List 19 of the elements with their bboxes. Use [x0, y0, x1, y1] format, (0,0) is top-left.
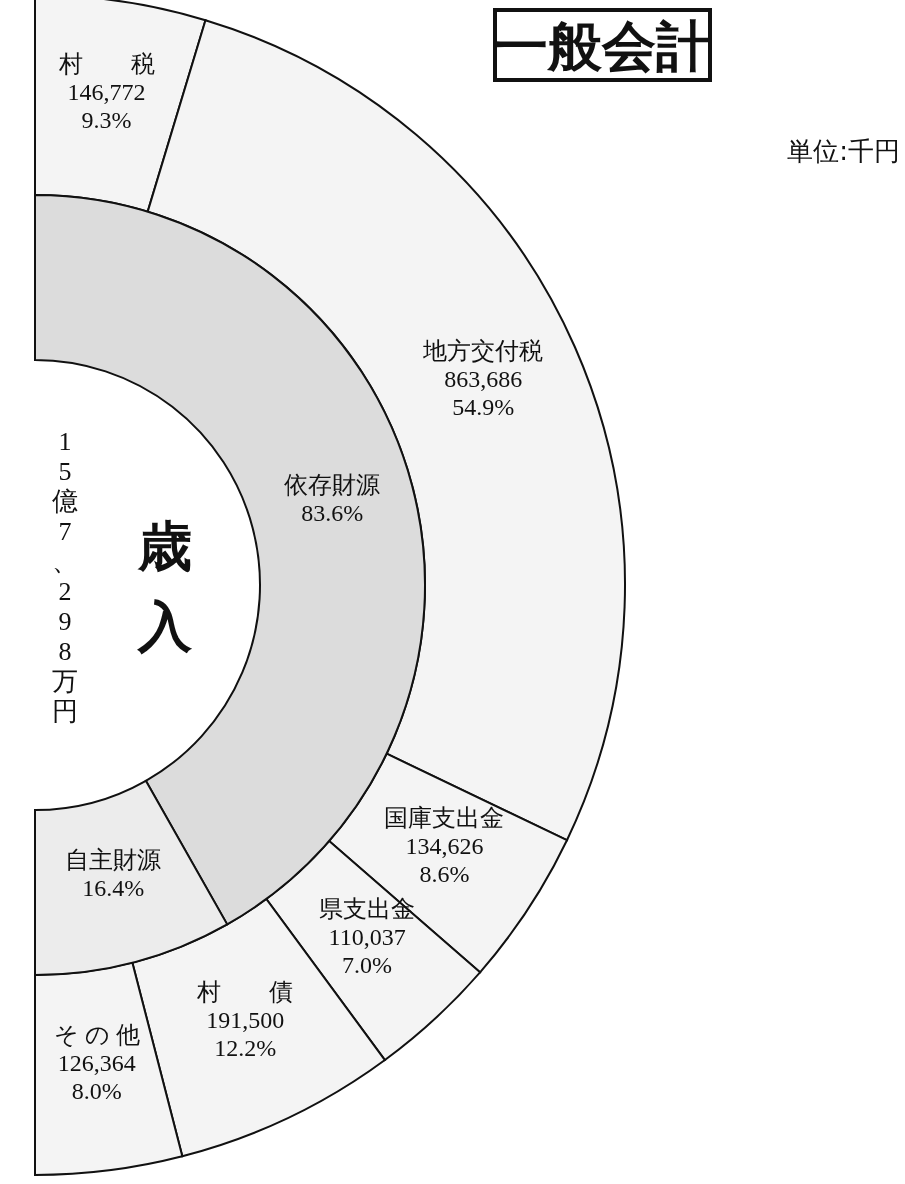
text: 15億7、298万円 — [52, 427, 78, 726]
text: 歳入 — [136, 517, 193, 657]
chart-title: 一般会計 — [494, 15, 710, 78]
data-label: 110,037 7.0% — [328, 924, 406, 979]
slice-label: 村 債 — [196, 978, 294, 1005]
slice-label: 地方交付税 — [422, 338, 544, 365]
slice-label: 依存財源 — [284, 471, 381, 498]
data-label: 83.6% — [301, 499, 364, 526]
data-label: 16.4% — [82, 875, 145, 902]
data-label: 863,686 54.9% — [444, 366, 523, 421]
data-label: 191,500 12.2% — [206, 1006, 285, 1061]
slice-label: 国庫支出金 — [384, 805, 505, 832]
data-label: 146,772 9.3% — [67, 79, 146, 134]
data-label: 134,626 8.6% — [405, 833, 484, 888]
slice-label: 村 税 — [57, 51, 155, 78]
data-label: 126,364 8.0% — [57, 1050, 136, 1105]
slice-label: 自主財源 — [65, 847, 162, 874]
text: 単位:千円 — [787, 136, 900, 166]
slice-label: そ の 他 — [53, 1022, 140, 1049]
